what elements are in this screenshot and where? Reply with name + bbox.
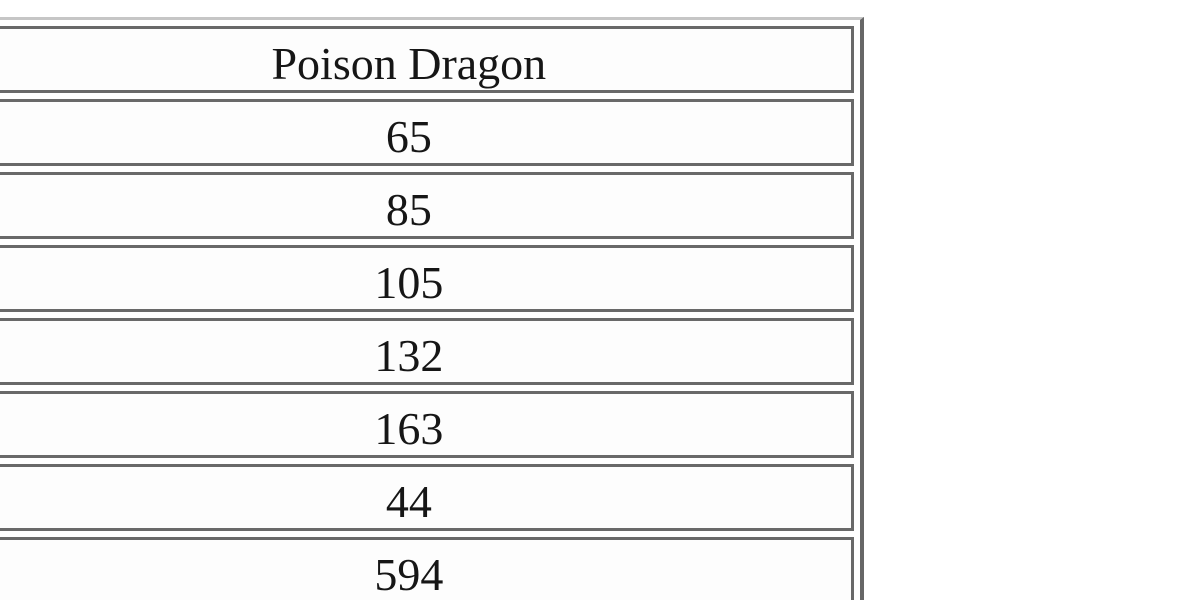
- row-value-cell: 105: [0, 245, 854, 312]
- table-row: 594: [0, 537, 854, 600]
- row-value-cell: 163: [0, 391, 854, 458]
- header-cell-poison-dragon: Poison Dragon: [0, 26, 854, 93]
- table-row: 65: [0, 99, 854, 166]
- table-row: 132: [0, 318, 854, 385]
- table-row: 85: [0, 172, 854, 239]
- row-value-cell: 594: [0, 537, 854, 600]
- stats-table: Poison Dragon 65 85 105 132 163 44 594: [0, 17, 864, 600]
- row-value-cell: 44: [0, 464, 854, 531]
- row-value-cell: 132: [0, 318, 854, 385]
- table-row: 44: [0, 464, 854, 531]
- row-value-cell: 85: [0, 172, 854, 239]
- header-row: Poison Dragon: [0, 26, 854, 93]
- table-header: Poison Dragon: [0, 26, 854, 93]
- table-body: 65 85 105 132 163 44 594: [0, 99, 854, 600]
- row-value-cell: 65: [0, 99, 854, 166]
- table-row: 105: [0, 245, 854, 312]
- table-row: 163: [0, 391, 854, 458]
